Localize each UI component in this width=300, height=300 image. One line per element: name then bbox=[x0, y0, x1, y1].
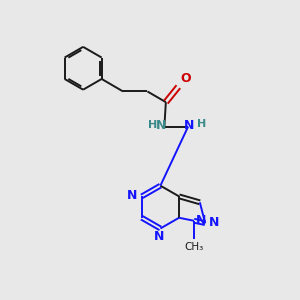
Text: N: N bbox=[196, 214, 207, 227]
Text: H: H bbox=[148, 120, 158, 130]
Text: N: N bbox=[209, 216, 220, 229]
Text: N: N bbox=[127, 189, 138, 202]
Text: N: N bbox=[154, 230, 164, 243]
Text: N: N bbox=[156, 119, 167, 132]
Text: O: O bbox=[180, 72, 191, 85]
Text: N: N bbox=[184, 119, 194, 132]
Text: H: H bbox=[196, 119, 206, 129]
Text: CH₃: CH₃ bbox=[184, 242, 203, 252]
